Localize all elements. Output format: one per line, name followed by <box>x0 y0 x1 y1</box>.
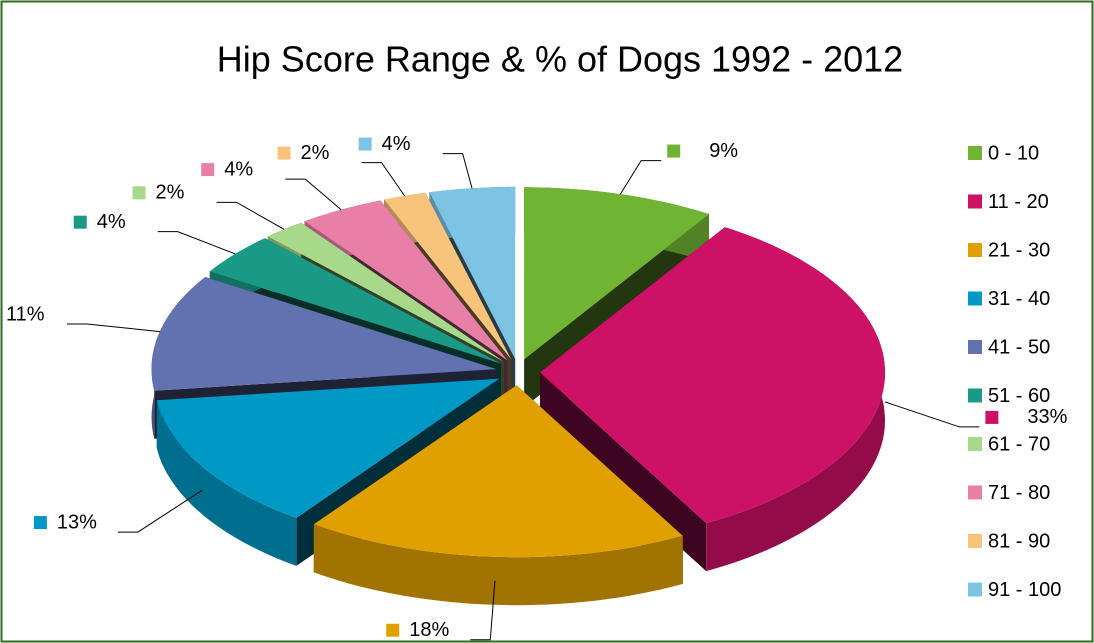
leader-line <box>216 201 285 230</box>
leader-line <box>117 489 203 533</box>
legend-swatch <box>968 437 982 451</box>
leader-line <box>285 178 342 211</box>
legend-label: 31 - 40 <box>988 288 1050 310</box>
data-label: 2% <box>301 142 330 164</box>
data-label: 4% <box>224 158 253 180</box>
data-label: 13% <box>57 511 97 533</box>
slice-top <box>429 186 516 359</box>
label-swatch <box>201 163 215 177</box>
label-swatch <box>985 410 999 424</box>
label-swatch <box>33 516 47 530</box>
legend-swatch <box>968 146 982 160</box>
slice-top <box>313 385 683 558</box>
legend-swatch <box>968 534 982 548</box>
legend-swatch <box>968 582 982 597</box>
slice-side <box>156 400 297 566</box>
legend-label: 11 - 20 <box>988 191 1049 213</box>
leader-line <box>619 160 662 195</box>
label-swatch <box>358 137 372 151</box>
leader-line <box>470 580 496 641</box>
slice <box>313 385 683 606</box>
data-label: 2% <box>156 182 185 204</box>
slice-top <box>524 187 709 360</box>
legend-label: 91 - 100 <box>988 579 1061 601</box>
label-swatch <box>667 144 681 158</box>
slice-top <box>540 227 885 524</box>
chart-title: Hip Score Range & % of Dogs 1992 - 2012 <box>217 39 903 80</box>
slice <box>540 227 885 572</box>
leader-line <box>361 162 406 197</box>
leader-line <box>157 231 236 255</box>
legend-label: 0 - 10 <box>988 142 1039 164</box>
legend-label: 51 - 60 <box>988 385 1050 407</box>
slice-top <box>267 222 504 362</box>
leader-line <box>442 153 473 189</box>
legend-label: 21 - 30 <box>988 239 1050 261</box>
slice-top <box>384 192 512 360</box>
legend-label: 61 - 70 <box>988 433 1050 455</box>
legend-swatch <box>968 243 982 257</box>
leader-line <box>67 323 160 333</box>
legend-swatch <box>968 340 982 354</box>
legend-swatch <box>968 291 982 306</box>
slice-top <box>304 200 508 361</box>
data-label: 9% <box>709 140 738 162</box>
data-label: 33% <box>1027 406 1067 428</box>
slice-top <box>209 238 502 364</box>
data-label: 11% <box>6 303 45 325</box>
slice-side <box>313 524 683 606</box>
slice-top <box>156 378 500 518</box>
legend-label: 81 - 90 <box>988 530 1050 552</box>
leader-line <box>884 401 980 428</box>
label-swatch <box>132 186 146 200</box>
label-swatch <box>386 623 400 637</box>
data-label: 18% <box>409 619 449 641</box>
data-label: 4% <box>382 133 411 155</box>
slice-top <box>151 277 497 391</box>
data-label: 4% <box>97 211 126 233</box>
legend-swatch <box>968 388 982 403</box>
legend-label: 71 - 80 <box>988 482 1050 504</box>
label-swatch <box>277 146 291 160</box>
legend-label: 41 - 50 <box>988 336 1050 358</box>
legend-swatch <box>968 485 982 500</box>
label-swatch <box>73 215 87 229</box>
legend-swatch <box>968 194 982 209</box>
